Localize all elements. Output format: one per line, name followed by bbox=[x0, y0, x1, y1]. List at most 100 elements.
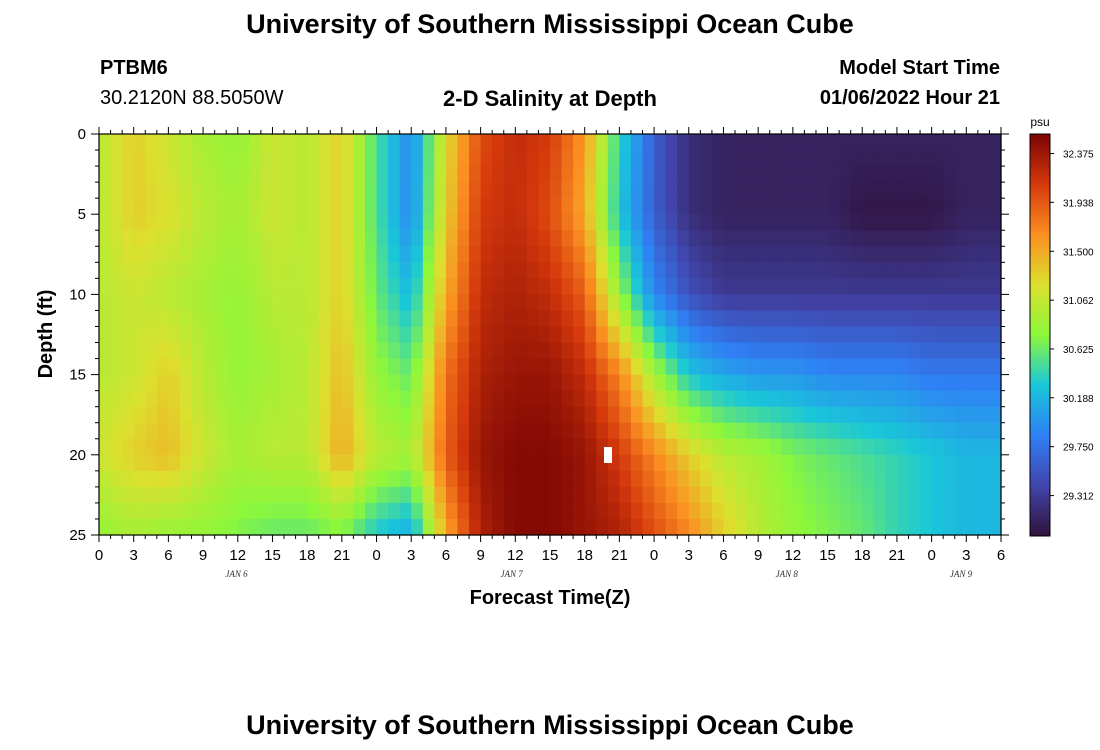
heatmap-cell bbox=[249, 198, 262, 215]
heatmap-cell bbox=[249, 134, 262, 151]
heatmap-cell bbox=[619, 518, 632, 536]
heatmap-cell bbox=[399, 230, 412, 247]
heatmap-cell bbox=[538, 310, 551, 328]
heatmap-cell bbox=[619, 150, 632, 167]
heatmap-cell bbox=[503, 134, 516, 151]
x-tick-label: 3 bbox=[407, 547, 415, 564]
heatmap-cell bbox=[249, 502, 262, 520]
heatmap-cell bbox=[573, 358, 586, 376]
heatmap-cell bbox=[226, 262, 239, 279]
heatmap-cell bbox=[538, 166, 551, 183]
heatmap-cell bbox=[156, 294, 169, 312]
heatmap-cell bbox=[526, 214, 540, 231]
heatmap-cell bbox=[711, 454, 725, 472]
heatmap-cell bbox=[515, 134, 528, 151]
heatmap-cell bbox=[145, 470, 158, 488]
heatmap-cell bbox=[353, 326, 366, 344]
heatmap-cell bbox=[654, 390, 667, 408]
heatmap-cell bbox=[168, 294, 181, 312]
heatmap-cell bbox=[630, 502, 644, 520]
heatmap-cell bbox=[515, 470, 528, 488]
heatmap-cell bbox=[862, 262, 875, 279]
heatmap-cell bbox=[503, 518, 516, 536]
y-tick-label: 20 bbox=[69, 447, 86, 464]
heatmap-cell bbox=[723, 374, 736, 392]
heatmap-cell bbox=[422, 358, 435, 376]
heatmap-cell bbox=[735, 518, 748, 536]
heatmap-cell bbox=[966, 502, 979, 520]
heatmap-cell bbox=[469, 502, 482, 520]
heatmap-cell bbox=[110, 326, 123, 344]
heatmap-cell bbox=[411, 438, 424, 456]
heatmap-cell bbox=[538, 374, 551, 392]
heatmap-cell bbox=[422, 470, 435, 488]
heatmap-cell bbox=[145, 150, 158, 167]
y-axis-title: Depth (ft) bbox=[35, 290, 57, 379]
heatmap-cell bbox=[469, 166, 482, 183]
heatmap-cell bbox=[989, 486, 1002, 504]
heatmap-cell bbox=[503, 262, 516, 279]
heatmap-cell bbox=[168, 502, 181, 520]
heatmap-cell bbox=[307, 326, 320, 344]
heatmap-cell bbox=[850, 182, 863, 199]
heatmap-cell bbox=[307, 502, 320, 520]
heatmap-cell bbox=[99, 246, 112, 263]
heatmap-cell bbox=[781, 374, 794, 392]
x-tick-label: 0 bbox=[372, 547, 380, 564]
heatmap-cell bbox=[295, 406, 308, 424]
heatmap-cell bbox=[214, 310, 227, 328]
heatmap-cell bbox=[827, 454, 840, 472]
heatmap-cell bbox=[966, 390, 979, 408]
heatmap-cell bbox=[954, 470, 967, 488]
heatmap-cell bbox=[873, 502, 886, 520]
heatmap-cell bbox=[677, 134, 690, 151]
heatmap-cell bbox=[561, 134, 574, 151]
heatmap-cell bbox=[573, 278, 586, 295]
heatmap-cell bbox=[619, 470, 632, 488]
heatmap-cell bbox=[966, 470, 979, 488]
heatmap-cell bbox=[619, 310, 632, 328]
heatmap-cell bbox=[630, 198, 644, 215]
heatmap-cell bbox=[249, 406, 262, 424]
heatmap-cell bbox=[364, 246, 378, 263]
heatmap-cell bbox=[260, 518, 274, 536]
heatmap-cell bbox=[920, 390, 933, 408]
heatmap-cell bbox=[966, 262, 979, 279]
heatmap-cell bbox=[388, 406, 401, 424]
heatmap-cell bbox=[758, 374, 771, 392]
heatmap-cell bbox=[723, 454, 736, 472]
heatmap-cell bbox=[596, 358, 609, 376]
heatmap-cell bbox=[711, 246, 725, 263]
heatmap-cell bbox=[445, 502, 459, 520]
heatmap-cell bbox=[642, 246, 655, 263]
heatmap-cell bbox=[434, 294, 447, 312]
heatmap-cell bbox=[827, 214, 840, 231]
heatmap-cell bbox=[850, 470, 863, 488]
heatmap-cell bbox=[318, 518, 331, 536]
heatmap-cell bbox=[295, 422, 308, 440]
heatmap-cell bbox=[723, 390, 736, 408]
heatmap-cell bbox=[943, 150, 956, 167]
heatmap-cell bbox=[376, 390, 389, 408]
heatmap-cell bbox=[792, 262, 806, 279]
heatmap-cell bbox=[977, 454, 991, 472]
heatmap-cell bbox=[318, 214, 331, 231]
heatmap-cell bbox=[364, 486, 378, 504]
heatmap-cell bbox=[873, 262, 886, 279]
heatmap-cell bbox=[364, 422, 378, 440]
heatmap-cell bbox=[434, 262, 447, 279]
heatmap-cell bbox=[284, 342, 297, 360]
heatmap-cell bbox=[977, 294, 991, 312]
heatmap-cell bbox=[989, 454, 1002, 472]
heatmap-cell bbox=[989, 134, 1002, 151]
heatmap-cell bbox=[249, 246, 262, 263]
heatmap-cell bbox=[168, 278, 181, 295]
heatmap-cell bbox=[735, 230, 748, 247]
heatmap-cell bbox=[885, 422, 898, 440]
heatmap-cell bbox=[388, 230, 401, 247]
heatmap-cell bbox=[619, 406, 632, 424]
heatmap-cell bbox=[480, 198, 493, 215]
heatmap-cell bbox=[746, 198, 759, 215]
heatmap-cell bbox=[284, 486, 297, 504]
heatmap-cell bbox=[526, 166, 540, 183]
